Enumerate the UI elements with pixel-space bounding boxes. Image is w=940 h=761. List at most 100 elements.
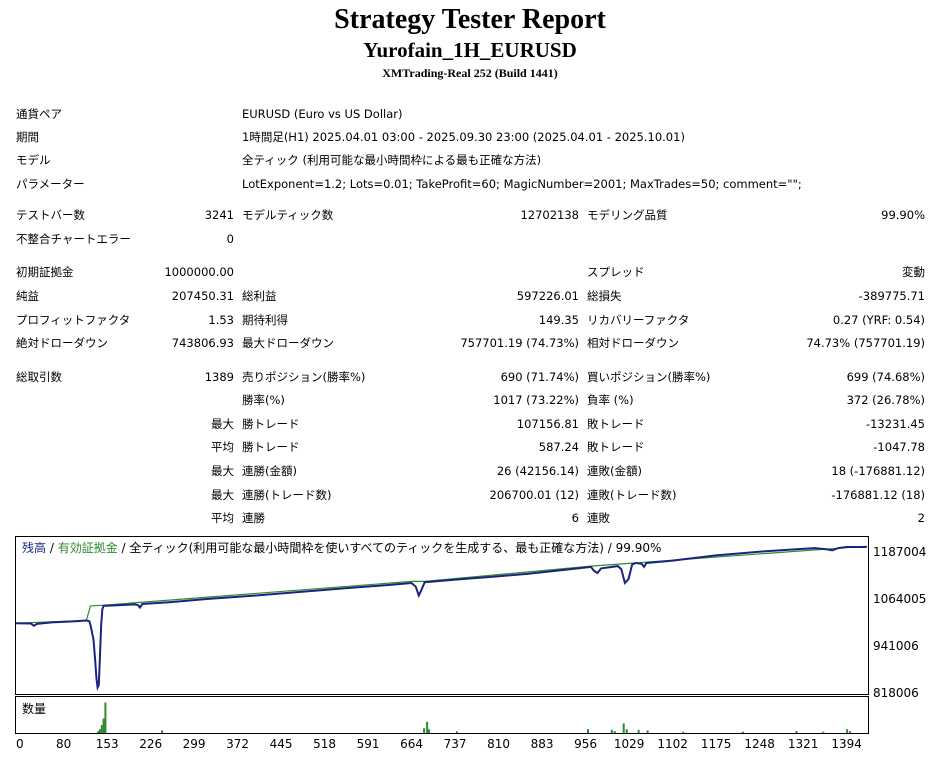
volume-bar	[682, 731, 685, 733]
max-label-1: 最大	[211, 417, 234, 431]
loss-rate-label: 負率 (%)	[587, 393, 634, 407]
period-value: 1時間足(H1) 2025.04.01 03:00 - 2025.09.30 2…	[242, 130, 685, 144]
long-label: 買いポジション(勝率%)	[587, 370, 711, 384]
deposit-value: 1000000.00	[164, 265, 234, 279]
avg-cons-win-label: 連勝	[242, 511, 265, 525]
recovery-label: リカバリーファクタ	[587, 313, 690, 327]
volume-chart: 数量	[15, 696, 869, 734]
long-value: 699 (74.68%)	[846, 370, 925, 384]
spread-value: 変動	[902, 265, 925, 279]
x-tick-label: 226	[139, 737, 163, 751]
gross-loss-value: -389775.71	[858, 289, 925, 303]
legend-description: / 全ティック(利用可能な最小時間枠を使いすべてのティックを生成する、最も正確な…	[117, 541, 662, 555]
x-tick-label: 1029	[613, 737, 645, 751]
avg-win-value: 587.24	[538, 440, 579, 454]
y-tick-label: 941006	[873, 638, 919, 653]
volume-label: 数量	[22, 702, 47, 716]
max-dd-value: 757701.19 (74.73%)	[460, 336, 579, 350]
x-tick-label: 0	[16, 737, 24, 751]
report-title: Strategy Tester Report	[334, 4, 606, 35]
x-tick-label: 299	[182, 737, 206, 751]
mismatch-value: 0	[226, 232, 234, 246]
volume-bar	[426, 721, 429, 733]
rel-dd-label: 相対ドローダウン	[587, 336, 679, 350]
expected-value: 149.35	[538, 313, 579, 327]
volume-bar	[795, 731, 798, 733]
max-win-label: 勝トレード	[242, 417, 300, 431]
x-tick-label: 153	[95, 737, 119, 751]
avg-loss-label: 敗トレード	[587, 440, 645, 454]
legend-separator: /	[46, 541, 58, 555]
cons-loss-money-value: 18 (-176881.12)	[831, 464, 925, 478]
volume-bar	[822, 731, 825, 733]
avg-cons-loss-value: 2	[917, 511, 925, 525]
max-label-3: 最大	[211, 488, 234, 502]
x-tick-label: 810	[487, 737, 511, 751]
balance-chart: 残高 / 有効証拠金 / 全ティック(利用可能な最小時間枠を使いすべてのティック…	[15, 536, 869, 695]
volume-bar	[100, 725, 103, 733]
max-win-value: 107156.81	[516, 417, 579, 431]
volume-bar	[455, 731, 458, 733]
x-tick-label: 1175	[700, 737, 732, 751]
pair-label: 通貨ペア	[16, 107, 62, 121]
volume-bar	[846, 729, 849, 733]
x-tick-label: 1102	[657, 737, 688, 751]
y-tick-label: 1064005	[873, 591, 927, 606]
recovery-value: 0.27 (YRF: 0.54)	[832, 313, 925, 327]
quality-value: 99.90%	[881, 208, 925, 222]
volume-bar	[423, 728, 426, 733]
abs-dd-label: 絶対ドローダウン	[16, 336, 108, 350]
x-tick-label: 1321	[787, 737, 819, 751]
volume-bar	[646, 730, 649, 733]
balance-chart-plot	[16, 545, 867, 692]
x-tick-label: 80	[56, 737, 72, 751]
cons-loss-count-value: -176881.12 (18)	[831, 488, 925, 502]
bars-value: 3241	[204, 208, 234, 222]
short-label: 売りポジション(勝率%)	[242, 370, 366, 384]
server-info: XMTrading-Real 252 (Build 1441)	[382, 66, 558, 80]
x-tick-label: 445	[269, 737, 293, 751]
spread-label: スプレッド	[587, 265, 645, 279]
x-tick-label: 372	[226, 737, 250, 751]
params-value: LotExponent=1.2; Lots=0.01; TakeProfit=6…	[242, 177, 802, 191]
win-rate-value: 1017 (73.22%)	[493, 393, 579, 407]
net-value: 207450.31	[171, 289, 234, 303]
balance-line	[16, 546, 867, 692]
volume-bar	[613, 731, 616, 733]
pf-label: プロフィットファクタ	[16, 313, 131, 327]
x-tick-label: 518	[313, 737, 337, 751]
gross-profit-value: 597226.01	[516, 289, 579, 303]
bars-label: テストバー数	[16, 208, 85, 222]
volume-bar	[427, 729, 430, 733]
y-tick-label: 1187004	[873, 544, 927, 559]
volume-bar	[741, 731, 744, 733]
x-tick-label: 591	[356, 737, 380, 751]
y-tick-label: 818006	[873, 686, 919, 700]
volume-chart-plot	[97, 702, 852, 733]
ticks-label: モデルティック数	[242, 208, 334, 222]
short-value: 690 (71.74%)	[500, 370, 579, 384]
period-label: 期間	[16, 130, 39, 144]
gross-profit-label: 総利益	[242, 289, 277, 303]
quality-label: モデリング品質	[587, 208, 668, 222]
ticks-value: 12702138	[520, 208, 579, 222]
volume-bar	[102, 718, 105, 733]
x-tick-label: 1248	[744, 737, 775, 751]
loss-rate-value: 372 (26.78%)	[846, 393, 925, 407]
volume-bar	[104, 702, 107, 733]
net-label: 純益	[16, 289, 39, 303]
gross-loss-label: 総損失	[587, 289, 622, 303]
volume-bar	[625, 729, 628, 733]
cons-win-count-label: 連勝(トレード数)	[242, 488, 332, 502]
model-label: モデル	[16, 153, 51, 167]
volume-bar	[161, 730, 163, 733]
volume-bar	[637, 729, 640, 733]
pf-value: 1.53	[208, 313, 234, 327]
volume-bar	[97, 731, 100, 733]
mismatch-label: 不整合チャートエラー	[16, 232, 131, 246]
legend-equity: 有効証拠金	[57, 541, 118, 555]
total-trades-value: 1389	[204, 370, 234, 384]
avg-win-label: 勝トレード	[242, 440, 300, 454]
x-tick-label: 1394	[831, 737, 862, 751]
params-label: パラメーター	[16, 177, 85, 191]
